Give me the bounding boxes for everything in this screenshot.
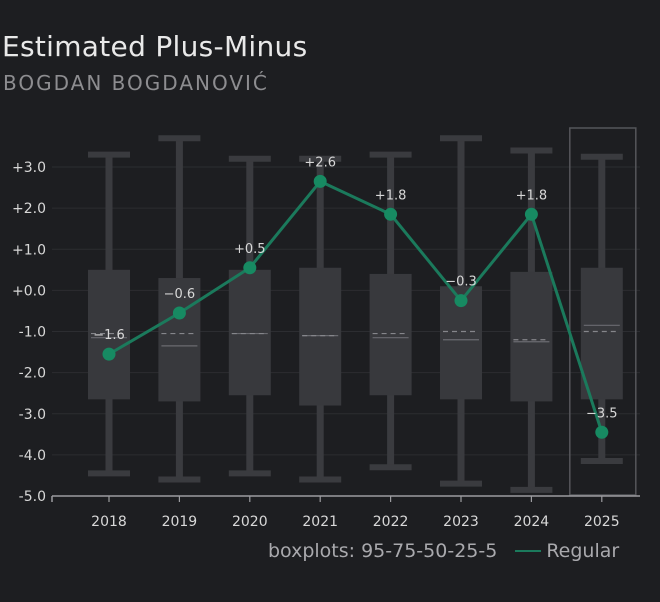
- x-tick-label: 2018: [91, 514, 127, 530]
- boxplot-box: [369, 273, 412, 396]
- chart-title: Estimated Plus-Minus: [2, 30, 308, 63]
- y-tick-label: -2.0: [19, 366, 46, 382]
- x-tick-label: 2021: [302, 514, 338, 530]
- data-label: +1.8: [516, 188, 548, 203]
- data-label: −0.3: [445, 275, 477, 290]
- data-point: [243, 261, 257, 275]
- boxplot-box: [88, 269, 130, 400]
- y-tick-label: -1.0: [19, 325, 46, 341]
- y-tick-label: +0.0: [12, 283, 46, 299]
- data-point: [313, 174, 327, 188]
- y-tick-label: -3.0: [19, 407, 46, 423]
- boxplot-box: [510, 271, 553, 402]
- data-point: [384, 207, 398, 221]
- legend-boxplots-label: boxplots: 95-75-50-25-5: [268, 540, 498, 562]
- legend-series-label: Regular: [546, 540, 620, 562]
- data-label: −1.6: [93, 328, 125, 343]
- x-tick-label: 2020: [232, 514, 268, 530]
- boxplot-box: [580, 267, 623, 400]
- highlight-frame: [569, 127, 637, 496]
- y-tick-label: +2.0: [12, 201, 46, 217]
- y-tick-label: +3.0: [12, 160, 46, 176]
- x-tick-label: 2023: [443, 514, 479, 530]
- x-tick-label: 2019: [162, 514, 198, 530]
- data-point: [172, 306, 186, 320]
- data-label: +1.8: [375, 188, 407, 203]
- y-tick-label: -4.0: [19, 448, 46, 464]
- data-point: [524, 207, 538, 221]
- chart-subtitle: BOGDAN BOGDANOVIĆ: [3, 71, 269, 95]
- data-label: +2.6: [304, 155, 336, 170]
- boxplot-box: [228, 269, 271, 396]
- data-label: −3.5: [586, 406, 618, 421]
- data-label: −0.6: [164, 287, 196, 302]
- data-point: [454, 294, 468, 308]
- data-point: [102, 347, 116, 361]
- x-tick-label: 2024: [514, 514, 550, 530]
- boxplot-box: [299, 267, 342, 406]
- legend: boxplots: 95-75-50-25-5 Regular: [268, 540, 619, 562]
- legend-line-swatch: [515, 550, 542, 552]
- data-point: [595, 425, 609, 439]
- y-tick-label: -5.0: [19, 489, 46, 505]
- series-line-regular: [108, 179, 604, 433]
- boxplot-box: [158, 278, 201, 402]
- data-label: +0.5: [234, 242, 266, 257]
- x-tick-label: 2022: [373, 514, 409, 530]
- y-tick-label: +1.0: [12, 242, 46, 258]
- x-tick-label: 2025: [584, 514, 620, 530]
